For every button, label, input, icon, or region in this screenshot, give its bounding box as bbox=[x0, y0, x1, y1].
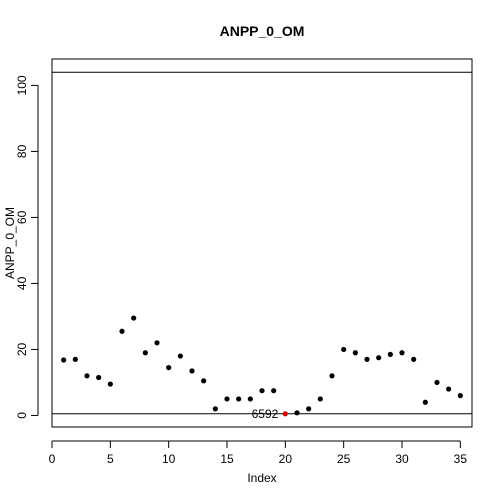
y-tick-label: 40 bbox=[15, 276, 29, 290]
reference-lines bbox=[52, 71, 472, 415]
data-point bbox=[399, 350, 405, 356]
data-point bbox=[259, 388, 265, 394]
data-point bbox=[72, 356, 78, 362]
data-point bbox=[119, 328, 125, 334]
y-tick-label: 60 bbox=[15, 210, 29, 224]
data-point bbox=[306, 406, 312, 412]
y-tick-label: 20 bbox=[15, 342, 29, 356]
x-tick-label: 25 bbox=[337, 452, 351, 466]
highlighted-point-label: 6592 bbox=[252, 407, 279, 421]
x-tick-label: 0 bbox=[49, 452, 56, 466]
data-point bbox=[201, 378, 207, 384]
data-point bbox=[294, 410, 300, 416]
data-point bbox=[212, 406, 218, 412]
chart-title: ANPP_0_OM bbox=[220, 23, 305, 39]
data-point bbox=[364, 356, 370, 362]
x-tick-label: 15 bbox=[220, 452, 234, 466]
data-point bbox=[352, 350, 358, 356]
data-point bbox=[177, 353, 183, 359]
data-point bbox=[131, 315, 137, 321]
data-point bbox=[457, 393, 463, 399]
data-point bbox=[341, 346, 347, 353]
data-point bbox=[224, 396, 230, 402]
data-point bbox=[154, 340, 160, 346]
data-point bbox=[376, 355, 382, 361]
data-point bbox=[271, 388, 277, 394]
data-point bbox=[317, 396, 323, 402]
data-point bbox=[61, 357, 67, 363]
data-point bbox=[411, 356, 417, 362]
x-axis-label: Index bbox=[247, 471, 276, 485]
x-tick-label: 35 bbox=[454, 452, 468, 466]
x-axis: 0 5 10 15 20 25 30 35 bbox=[49, 440, 468, 466]
data-point bbox=[236, 396, 242, 402]
y-tick-label: 0 bbox=[15, 412, 29, 419]
data-point bbox=[142, 350, 148, 356]
x-tick-label: 5 bbox=[107, 452, 114, 466]
data-points bbox=[61, 315, 463, 416]
highlighted-point bbox=[282, 411, 288, 417]
data-point bbox=[107, 381, 113, 387]
data-point bbox=[96, 374, 102, 381]
y-axis-label: ANPP_0_OM bbox=[3, 207, 17, 279]
data-point bbox=[422, 399, 428, 405]
y-axis: 0 20 40 60 80 100 bbox=[15, 75, 39, 419]
data-point bbox=[84, 373, 90, 379]
data-point bbox=[434, 379, 440, 386]
data-point bbox=[387, 351, 393, 357]
data-point bbox=[247, 396, 253, 402]
data-point bbox=[166, 364, 172, 371]
plot-frame bbox=[51, 58, 473, 428]
x-tick-label: 10 bbox=[162, 452, 176, 466]
x-tick-label: 20 bbox=[279, 452, 293, 466]
highlighted-point-group: 6592 bbox=[252, 407, 288, 421]
data-point bbox=[329, 373, 335, 379]
data-point bbox=[446, 386, 452, 392]
y-tick-label: 80 bbox=[15, 144, 29, 158]
y-tick-label: 100 bbox=[15, 75, 29, 95]
x-tick-label: 30 bbox=[395, 452, 409, 466]
data-point bbox=[189, 368, 195, 374]
